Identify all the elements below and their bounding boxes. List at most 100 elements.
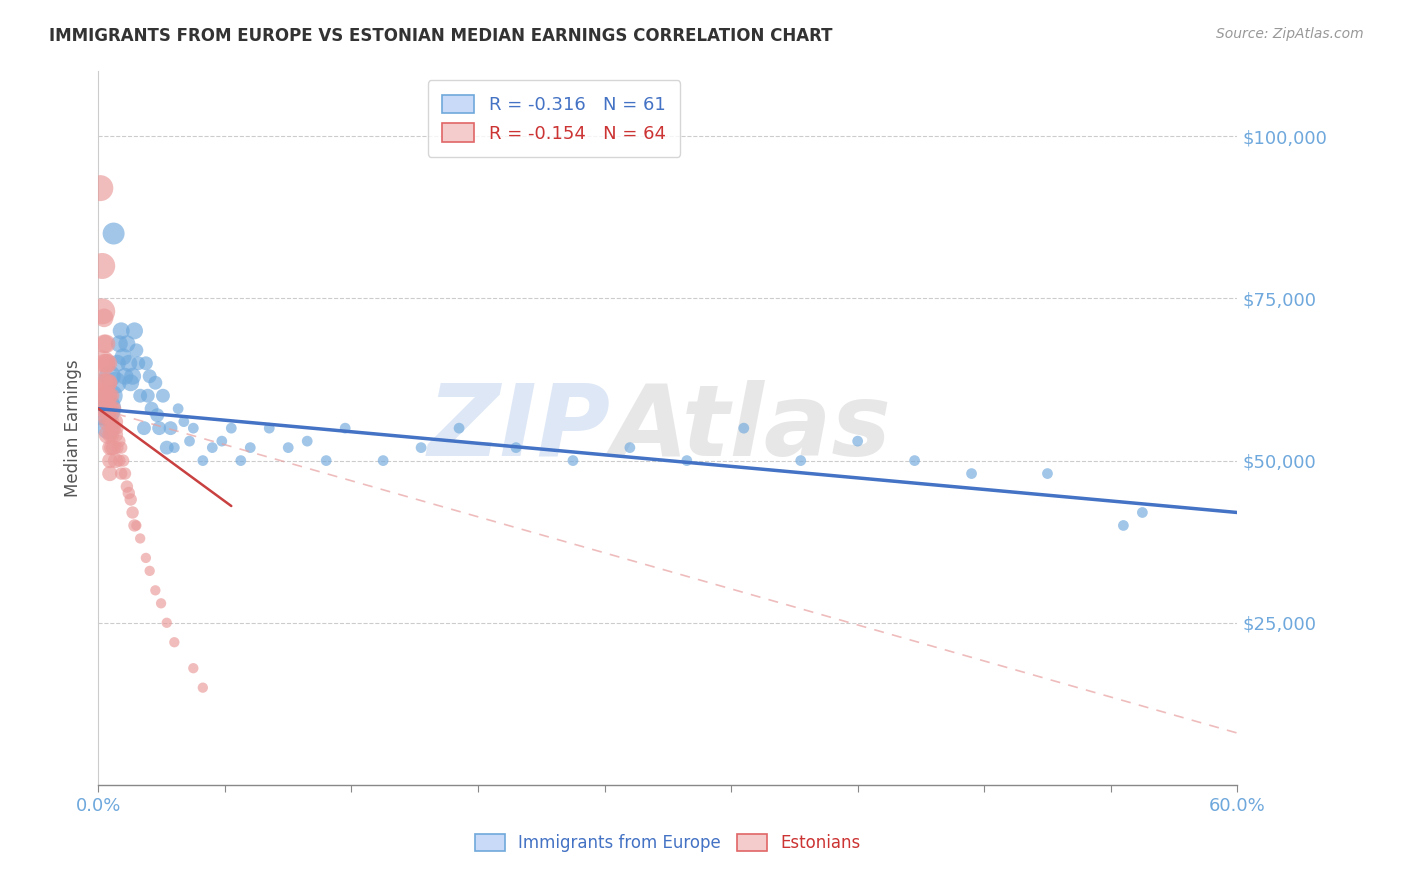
Point xyxy=(91,259,114,273)
Point xyxy=(229,453,252,467)
Point xyxy=(98,401,121,416)
Point xyxy=(411,441,433,455)
Point xyxy=(562,453,585,467)
Point xyxy=(183,421,205,435)
Point xyxy=(960,467,983,481)
Point xyxy=(138,369,160,384)
Point xyxy=(98,441,121,455)
Point xyxy=(94,336,117,351)
Point xyxy=(107,441,129,455)
Point xyxy=(98,376,121,390)
Point xyxy=(239,441,262,455)
Point xyxy=(94,356,117,370)
Point xyxy=(103,401,125,416)
Text: ZIP: ZIP xyxy=(427,380,612,476)
Point xyxy=(152,389,174,403)
Point xyxy=(97,401,120,416)
Point xyxy=(904,453,927,467)
Point xyxy=(93,401,115,416)
Point xyxy=(108,434,131,449)
Point xyxy=(191,453,214,467)
Point xyxy=(163,635,186,649)
Point xyxy=(124,518,146,533)
Point xyxy=(118,356,141,370)
Point xyxy=(505,441,527,455)
Point xyxy=(132,421,155,435)
Legend: Immigrants from Europe, Estonians: Immigrants from Europe, Estonians xyxy=(465,824,870,863)
Point xyxy=(98,415,121,429)
Point xyxy=(315,453,337,467)
Point xyxy=(112,350,135,364)
Point xyxy=(125,343,148,358)
Point xyxy=(790,453,813,467)
Point xyxy=(121,506,143,520)
Point xyxy=(676,453,699,467)
Point xyxy=(100,401,122,416)
Point xyxy=(156,615,179,630)
Point xyxy=(93,401,115,416)
Point xyxy=(179,434,201,449)
Point xyxy=(97,427,120,442)
Point xyxy=(97,356,120,370)
Point xyxy=(449,421,471,435)
Point xyxy=(335,421,357,435)
Point xyxy=(104,415,127,429)
Point xyxy=(107,421,129,435)
Point xyxy=(100,427,122,442)
Point xyxy=(135,550,157,565)
Point xyxy=(221,421,243,435)
Point xyxy=(138,564,160,578)
Point xyxy=(163,441,186,455)
Point xyxy=(129,389,152,403)
Point xyxy=(277,441,299,455)
Point xyxy=(97,421,120,435)
Point xyxy=(167,401,190,416)
Point xyxy=(120,376,142,390)
Point xyxy=(201,441,224,455)
Point xyxy=(100,389,122,403)
Point xyxy=(1132,506,1154,520)
Point xyxy=(97,376,120,390)
Text: Source: ZipAtlas.com: Source: ZipAtlas.com xyxy=(1216,27,1364,41)
Point xyxy=(93,376,115,390)
Point xyxy=(145,583,167,598)
Point xyxy=(118,486,141,500)
Text: IMMIGRANTS FROM EUROPE VS ESTONIAN MEDIAN EARNINGS CORRELATION CHART: IMMIGRANTS FROM EUROPE VS ESTONIAN MEDIA… xyxy=(49,27,832,45)
Point xyxy=(114,467,136,481)
Point xyxy=(110,324,132,338)
Point xyxy=(145,376,167,390)
Point xyxy=(135,356,157,370)
Point xyxy=(173,415,195,429)
Point xyxy=(112,453,135,467)
Point xyxy=(98,369,121,384)
Point xyxy=(104,453,127,467)
Point xyxy=(183,661,205,675)
Point xyxy=(127,356,149,370)
Text: Atlas: Atlas xyxy=(612,380,891,476)
Point xyxy=(91,356,114,370)
Point xyxy=(89,389,111,403)
Point xyxy=(211,434,233,449)
Point xyxy=(100,389,122,403)
Point xyxy=(94,389,117,403)
Point xyxy=(91,304,114,318)
Point xyxy=(93,310,115,325)
Point xyxy=(846,434,869,449)
Point xyxy=(107,356,129,370)
Point xyxy=(103,441,125,455)
Point xyxy=(150,596,173,610)
Point xyxy=(110,441,132,455)
Point xyxy=(98,453,121,467)
Point xyxy=(108,453,131,467)
Point xyxy=(89,181,111,195)
Point xyxy=(259,421,281,435)
Point xyxy=(733,421,755,435)
Point xyxy=(129,532,152,546)
Point xyxy=(191,681,214,695)
Point xyxy=(103,421,125,435)
Point xyxy=(100,441,122,455)
Point xyxy=(98,389,121,403)
Y-axis label: Median Earnings: Median Earnings xyxy=(65,359,83,497)
Point xyxy=(93,336,115,351)
Point xyxy=(124,324,146,338)
